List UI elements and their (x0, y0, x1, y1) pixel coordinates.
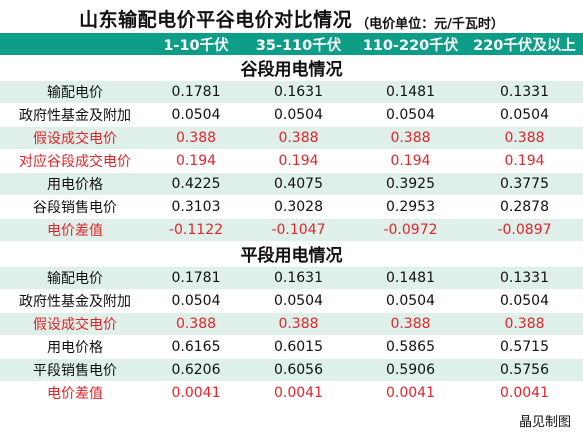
table-cell: 0.3028 (242, 195, 355, 219)
table-cell: 0.1481 (355, 266, 466, 290)
table-cell: 0.0504 (150, 289, 242, 313)
table-cell: 0.0504 (355, 103, 466, 127)
table-row: 输配电价 0.1781 0.1631 0.1481 0.1331 (0, 266, 583, 290)
row-label: 输配电价 (0, 266, 150, 290)
table-cell: 0.0041 (466, 381, 583, 404)
table-cell: -0.0897 (466, 218, 583, 241)
section-header-row: 平段用电情况 (0, 241, 583, 267)
table-cell: 0.388 (150, 126, 242, 150)
table-row: 政府性基金及附加 0.0504 0.0504 0.0504 0.0504 (0, 103, 583, 127)
table-cell: 0.3775 (466, 172, 583, 196)
footer-credit: 晶见制图 (518, 415, 571, 430)
table-body: 谷段用电情况 输配电价 0.1781 0.1631 0.1481 0.1331 政府性基金及… (0, 55, 583, 404)
column-header: 220千伏及以上 (466, 33, 583, 55)
table-row: 平段销售电价 0.6206 0.6056 0.5906 0.5756 (0, 358, 583, 382)
row-label: 电价差值 (0, 381, 150, 404)
section-title: 谷段用电情况 (0, 55, 583, 81)
column-header: 35-110千伏 (242, 33, 355, 55)
section-header-row: 谷段用电情况 (0, 55, 583, 81)
table-row: 政府性基金及附加 0.0504 0.0504 0.0504 0.0504 (0, 289, 583, 313)
table-row: 假设成交电价 0.388 0.388 0.388 0.388 (0, 312, 583, 336)
price-comparison-table: 1-10千伏 35-110千伏 110-220千伏 220千伏及以上 谷段用电情… (0, 33, 583, 404)
table-cell: 0.6206 (150, 358, 242, 382)
table-cell: 0.1781 (150, 266, 242, 290)
table-cell: 0.194 (466, 149, 583, 173)
row-label: 政府性基金及附加 (0, 289, 150, 313)
table-row: 对应谷段成交电价 0.194 0.194 0.194 0.194 (0, 149, 583, 173)
table-cell: 0.1331 (466, 80, 583, 104)
table-cell: 0.388 (466, 126, 583, 150)
table-cell: 0.388 (355, 126, 466, 150)
table-cell: 0.4225 (150, 172, 242, 196)
row-label: 输配电价 (0, 80, 150, 104)
table-cell: 0.1481 (355, 80, 466, 104)
table-cell: 0.0041 (355, 381, 466, 404)
table-cell: 0.388 (355, 312, 466, 336)
row-label: 用电价格 (0, 172, 150, 196)
table-cell: 0.0041 (150, 381, 242, 404)
header-row: 1-10千伏 35-110千伏 110-220千伏 220千伏及以上 (0, 33, 583, 55)
table-cell: 0.1631 (242, 266, 355, 290)
table-cell: 0.2953 (355, 195, 466, 219)
column-header: 1-10千伏 (150, 33, 242, 55)
table-cell: 0.5906 (355, 358, 466, 382)
table-cell: 0.1331 (466, 266, 583, 290)
row-label: 电价差值 (0, 218, 150, 241)
table-row: 电价差值 -0.1122 -0.1047 -0.0972 -0.0897 (0, 218, 583, 241)
title-unit: （电价单位：元/千瓦时） (356, 17, 504, 32)
page-title: 山东输配电价平谷电价对比情况 （电价单位：元/千瓦时） (0, 0, 583, 33)
title-main: 山东输配电价平谷电价对比情况 (79, 9, 353, 31)
table-row: 用电价格 0.6165 0.6015 0.5865 0.5715 (0, 335, 583, 359)
table-cell: 0.5756 (466, 358, 583, 382)
row-label: 用电价格 (0, 335, 150, 359)
row-label: 政府性基金及附加 (0, 103, 150, 127)
table-cell: 0.194 (242, 149, 355, 173)
table-cell: 0.3925 (355, 172, 466, 196)
table-cell: 0.0504 (466, 289, 583, 313)
table-cell: 0.0041 (242, 381, 355, 404)
table-cell: 0.6056 (242, 358, 355, 382)
row-label: 平段销售电价 (0, 358, 150, 382)
table-cell: 0.194 (150, 149, 242, 173)
row-label: 谷段销售电价 (0, 195, 150, 219)
table-row: 输配电价 0.1781 0.1631 0.1481 0.1331 (0, 80, 583, 104)
column-header: 110-220千伏 (355, 33, 466, 55)
table-cell: 0.6015 (242, 335, 355, 359)
table-cell: 0.0504 (355, 289, 466, 313)
table-cell: 0.5865 (355, 335, 466, 359)
table-cell: 0.6165 (150, 335, 242, 359)
table-cell: 0.5715 (466, 335, 583, 359)
table-cell: 0.1781 (150, 80, 242, 104)
table-row: 电价差值 0.0041 0.0041 0.0041 0.0041 (0, 381, 583, 404)
table-cell: 0.2878 (466, 195, 583, 219)
row-label: 对应谷段成交电价 (0, 149, 150, 173)
table-cell: 0.388 (242, 126, 355, 150)
table-cell: 0.388 (242, 312, 355, 336)
section-title: 平段用电情况 (0, 241, 583, 267)
header-blank (0, 33, 150, 55)
table-cell: 0.3103 (150, 195, 242, 219)
table-cell: -0.1122 (150, 218, 242, 241)
table-cell: 0.0504 (150, 103, 242, 127)
table-cell: 0.0504 (466, 103, 583, 127)
row-label: 假设成交电价 (0, 312, 150, 336)
table-cell: 0.194 (355, 149, 466, 173)
row-label: 假设成交电价 (0, 126, 150, 150)
table-row: 用电价格 0.4225 0.4075 0.3925 0.3775 (0, 172, 583, 196)
table-cell: -0.0972 (355, 218, 466, 241)
table-row: 假设成交电价 0.388 0.388 0.388 0.388 (0, 126, 583, 150)
table-cell: 0.388 (150, 312, 242, 336)
table-cell: 0.4075 (242, 172, 355, 196)
table-cell: 0.0504 (242, 103, 355, 127)
table-row: 谷段销售电价 0.3103 0.3028 0.2953 0.2878 (0, 195, 583, 219)
table-cell: 0.1631 (242, 80, 355, 104)
table-cell: 0.0504 (242, 289, 355, 313)
table-cell: 0.388 (466, 312, 583, 336)
table-cell: -0.1047 (242, 218, 355, 241)
